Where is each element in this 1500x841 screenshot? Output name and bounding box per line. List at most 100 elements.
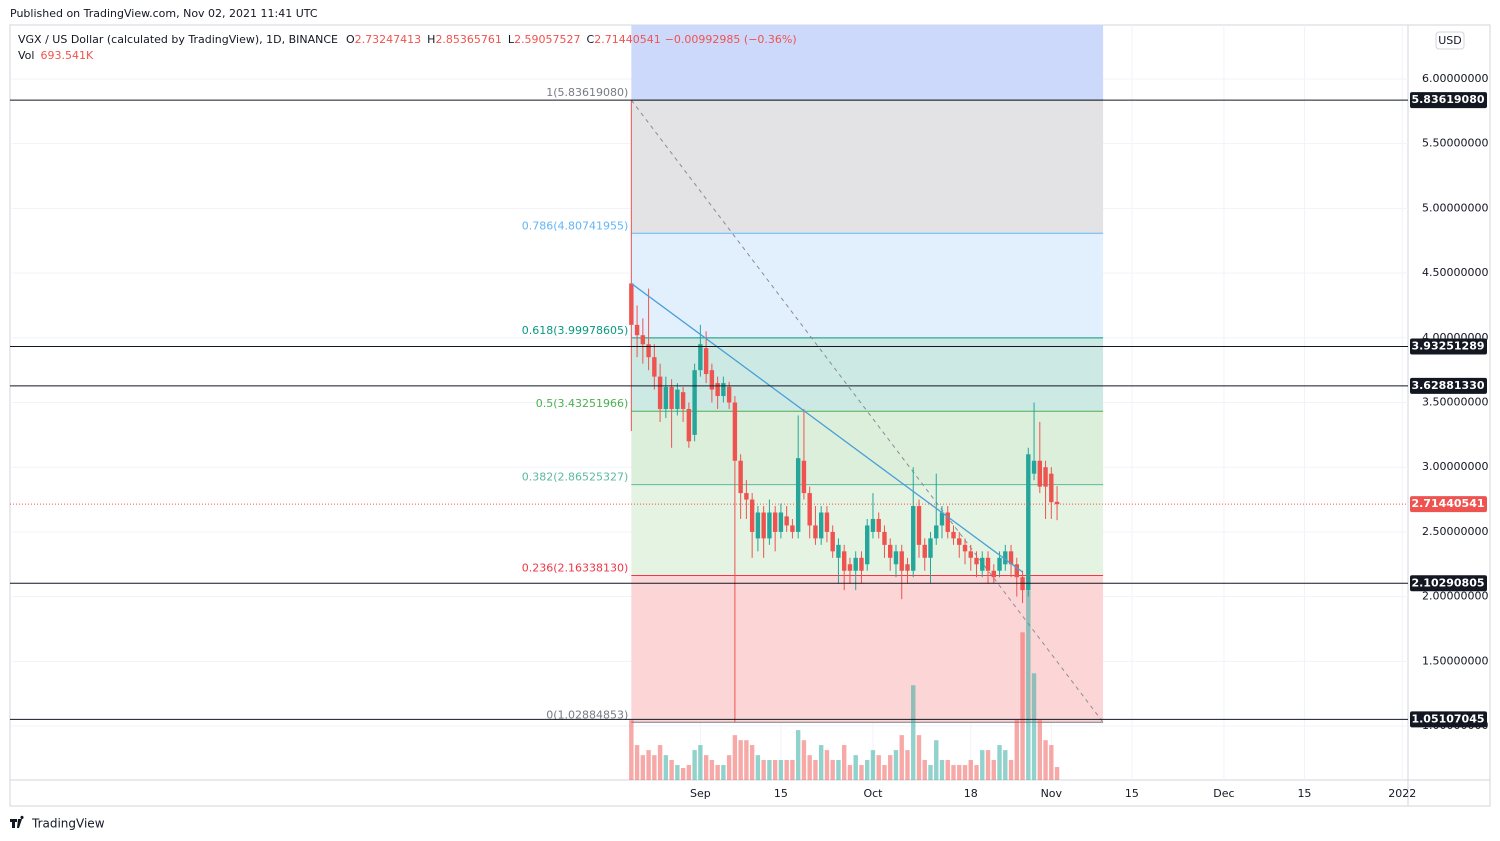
chart-layer: 1.000000001.500000002.000000002.50000000… (10, 25, 1488, 800)
candle-body (985, 557, 991, 571)
volume-bar (795, 730, 801, 780)
volume-bar (1020, 632, 1025, 780)
volume-bar (968, 760, 973, 780)
volume-bar (951, 765, 956, 780)
x-tick-label: Sep (690, 787, 711, 800)
volume-bar (761, 760, 766, 780)
volume-bar (772, 760, 778, 780)
volume-bar (893, 750, 899, 780)
y-tick-label: 2.00000000 (1422, 590, 1488, 603)
current-price-label: 2.71440541 (1411, 497, 1484, 510)
volume-legend: Vol 693.541K (18, 49, 94, 62)
candle-body (663, 386, 669, 409)
candle-body (888, 544, 893, 558)
candle-body (732, 402, 738, 461)
currency-label[interactable]: USD (1438, 34, 1462, 47)
candle-body (692, 370, 697, 435)
candle-body (951, 531, 956, 539)
volume-bar (841, 745, 847, 780)
price-label: 3.62881330 (1411, 379, 1484, 392)
volume-bar (1037, 720, 1043, 780)
current-price-box (1410, 496, 1487, 513)
volume-bar (916, 735, 922, 780)
candle-body (761, 512, 766, 539)
candle-body (916, 506, 922, 545)
candle-body (847, 564, 853, 571)
volume-bar (859, 765, 864, 780)
ohlc-value: 2.59057527 (514, 33, 580, 46)
volume-key: Vol (18, 49, 34, 62)
volume-bar (911, 685, 916, 780)
volume-bar (928, 765, 933, 780)
volume-bar (847, 765, 853, 780)
candle-body (1008, 551, 1014, 565)
volume-bar (726, 755, 732, 780)
ohlc-value: 2.73247413 (355, 33, 421, 46)
candle-body (818, 512, 824, 539)
x-tick-label: 2022 (1388, 787, 1416, 800)
volume-bar (939, 760, 945, 780)
candle-body (859, 557, 864, 571)
candle-body (1026, 454, 1031, 591)
legend-line: VGX / US Dollar (calculated by TradingVi… (18, 33, 797, 46)
ohlc-value: 2.71440541 (594, 33, 660, 46)
volume-bar (997, 745, 1002, 780)
volume-bar (830, 760, 835, 780)
volume-bar (634, 745, 640, 780)
candle-body (968, 551, 973, 558)
currency-button[interactable] (1435, 31, 1465, 50)
volume-bar (738, 740, 743, 780)
price-label: 1.05107045 (1411, 712, 1484, 725)
volume-bar (732, 735, 738, 780)
volume-bar (818, 745, 824, 780)
candle-body (657, 376, 663, 409)
candle-body (830, 531, 835, 552)
candle-body (928, 538, 933, 558)
price-label-box (1410, 92, 1487, 109)
candle-body (807, 493, 812, 526)
y-tick-label: 5.50000000 (1422, 137, 1488, 150)
volume-bar (784, 760, 789, 780)
candle-body (865, 525, 870, 565)
volume-bar (755, 755, 761, 780)
candle-body (640, 335, 646, 345)
candle-body (991, 570, 996, 578)
candle-body (680, 392, 686, 409)
candle-body (778, 512, 784, 532)
fib-band (631, 100, 1104, 234)
published-note: Published on TradingView.com, Nov 02, 20… (10, 7, 318, 20)
fib-trend-line (630, 99, 1104, 723)
candle-body (980, 557, 985, 571)
volume-value: 693.541K (40, 49, 93, 62)
candle-body (801, 460, 807, 494)
candle-body (652, 357, 657, 377)
fib-level-label: 0.382(2.86525327) (522, 471, 629, 484)
candle-body (767, 512, 772, 539)
candle-body (899, 551, 904, 571)
price-label-box (1410, 377, 1487, 394)
x-tick-label: 15 (1125, 787, 1139, 800)
candle-body (957, 538, 962, 545)
candle-body (634, 324, 640, 336)
candle-body (1043, 467, 1048, 487)
candle-body (934, 525, 939, 539)
candle-body (824, 512, 830, 532)
x-tick-label: 18 (964, 787, 978, 800)
trend-line (630, 282, 1023, 573)
candle-body (738, 460, 743, 494)
volume-bar (824, 750, 830, 780)
candle-body (646, 344, 651, 358)
volume-bar (721, 765, 726, 780)
volume-bar (934, 740, 939, 780)
candle-body (882, 531, 887, 545)
candle-body (922, 544, 927, 558)
candle-body (1014, 564, 1019, 578)
y-tick-label: 5.00000000 (1422, 201, 1488, 214)
x-tick-label: 15 (1297, 787, 1311, 800)
volume-bar (899, 735, 904, 780)
candle-body (853, 557, 858, 571)
volume-bar (669, 760, 674, 780)
volume-bar (888, 755, 893, 780)
